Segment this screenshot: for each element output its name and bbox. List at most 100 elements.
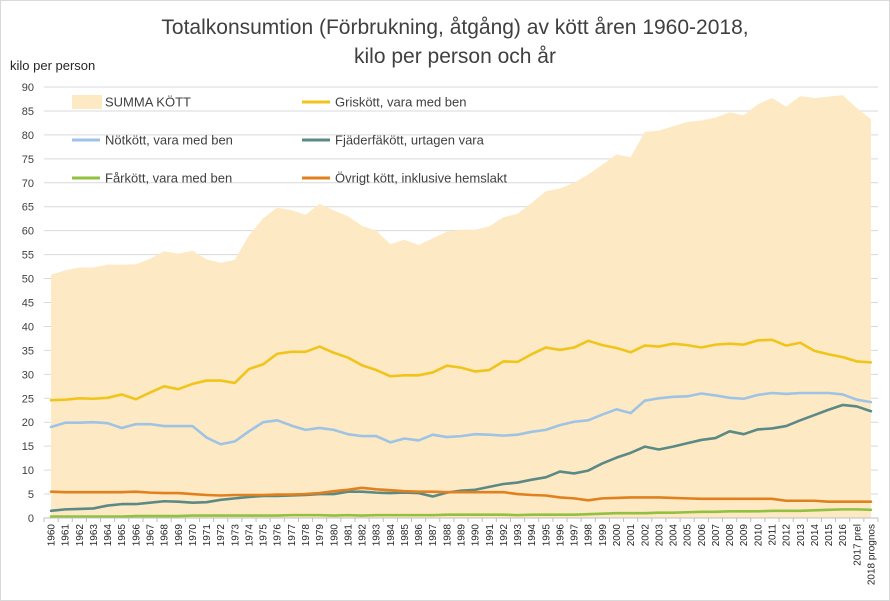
x-tick-label: 2001	[626, 524, 637, 547]
x-tick-label: 1997	[570, 524, 581, 547]
x-tick-label: 2015	[824, 524, 835, 547]
y-tick-label: 10	[22, 465, 34, 477]
x-tick-label: 1976	[273, 524, 284, 547]
x-tick-label: 1972	[216, 524, 227, 547]
x-tick-label: 2009	[739, 524, 750, 547]
y-tick-label: 60	[22, 226, 34, 238]
axes: 0 5 10 15 20 25 30 35 40 45 50 55 60 65 70 75 80 85 90 1960…	[22, 82, 879, 585]
y-axis-label: kilo per person	[10, 58, 95, 73]
x-tick-label: 1987	[428, 524, 439, 547]
x-tick-label: 1964	[103, 524, 114, 547]
legend-label: Griskött, vara med ben	[335, 95, 467, 110]
x-tick-label: 2011	[767, 524, 778, 546]
x-tick-label: 1968	[160, 524, 171, 547]
x-tick-label: 1971	[202, 524, 213, 547]
series-area-summa-kott	[51, 95, 871, 518]
x-tick-label: 1984	[386, 524, 397, 547]
x-tick-label: 2000	[612, 524, 623, 547]
x-tick-label: 2005	[683, 524, 694, 547]
y-tick-label: 45	[22, 298, 34, 310]
x-tick-label: 2018 prognos	[866, 524, 877, 585]
x-tick-label: 1988	[442, 524, 453, 547]
x-tick-label: 1993	[513, 524, 524, 547]
y-tick-label: 0	[28, 513, 34, 525]
y-tick-label: 15	[22, 441, 34, 453]
x-tick-label: 2007	[711, 524, 722, 547]
y-tick-label: 90	[22, 82, 34, 94]
x-tick-label: 1974	[244, 524, 255, 547]
x-tick-label: 1994	[527, 524, 538, 547]
legend-label: Fjäderfäkött, urtagen vara	[335, 133, 485, 148]
x-tick-label: 1996	[555, 524, 566, 547]
legend-item: Fjäderfäkött, urtagen vara	[302, 133, 485, 148]
x-tick-label: 1975	[259, 524, 270, 547]
legend-item: Fårkött, vara med ben	[72, 171, 232, 186]
x-tick-label: 1986	[414, 524, 425, 547]
x-tick-label: 1970	[188, 524, 199, 547]
x-tick-label: 2012	[782, 524, 793, 547]
series-line-4	[49, 508, 873, 518]
x-tick-label: 2010	[753, 524, 764, 547]
x-tick-label: 2017 prel	[852, 524, 863, 566]
y-tick-label: 5	[28, 489, 34, 501]
y-tick-label: 75	[22, 154, 34, 166]
y-tick-label: 50	[22, 274, 34, 286]
x-tick-label: 2003	[654, 524, 665, 547]
x-tick-label: 1995	[541, 524, 552, 547]
y-tick-label: 40	[22, 321, 34, 333]
legend-label: SUMMA KÖTT	[105, 95, 191, 110]
legend-label: Fårkött, vara med ben	[105, 171, 232, 186]
y-tick-label: 35	[22, 345, 34, 357]
legend-item: Nötkött, vara med ben	[72, 133, 233, 148]
series-line-5	[49, 486, 873, 504]
x-tick-label: 2014	[810, 524, 821, 547]
legend-item: Övrigt kött, inklusive hemslakt	[302, 171, 507, 186]
x-tick-label: 2008	[725, 524, 736, 547]
area-layer	[51, 95, 871, 518]
x-tick-label: 1980	[329, 524, 340, 547]
x-tick-label: 1963	[89, 524, 100, 547]
x-tick-label: 1960	[47, 524, 58, 547]
y-tick-label: 80	[22, 130, 34, 142]
x-tick-label: 2002	[640, 524, 651, 547]
chart-title: Totalkonsumtion (Förbrukning, åtgång) av…	[161, 16, 748, 39]
y-tick-label: 25	[22, 393, 34, 405]
x-tick-label: 1966	[131, 524, 142, 547]
y-tick-label: 85	[22, 106, 34, 118]
x-tick-label: 2006	[697, 524, 708, 547]
y-tick-label: 70	[22, 178, 34, 190]
x-tick-label: 1983	[372, 524, 383, 547]
y-tick-label: 55	[22, 250, 34, 262]
x-tick-label: 1990	[471, 524, 482, 547]
x-tick-label: 1999	[598, 524, 609, 547]
legend-label: Nötkött, vara med ben	[105, 133, 233, 148]
x-tick-label: 1965	[117, 524, 128, 547]
legend: SUMMA KÖTT Griskött, vara med ben Nötkött,…	[72, 95, 507, 186]
x-tick-label: 1998	[584, 524, 595, 547]
series-line-1	[49, 338, 873, 402]
x-tick-label: 1973	[230, 524, 241, 547]
x-tick-label: 1989	[457, 524, 468, 547]
x-tick-label: 1992	[499, 524, 510, 547]
legend-item: SUMMA KÖTT	[72, 95, 191, 110]
x-tick-label: 1985	[400, 524, 411, 547]
x-tick-label: 1977	[287, 524, 298, 547]
series-lines	[49, 338, 873, 518]
x-tick-label: 1981	[343, 524, 354, 547]
x-tick-label: 1969	[174, 524, 185, 547]
x-tick-label: 1961	[61, 524, 72, 547]
legend-swatch	[72, 95, 102, 109]
x-tick-label: 1962	[75, 524, 86, 547]
series-line-2	[49, 391, 873, 446]
x-tick-label: 2004	[669, 524, 680, 547]
series-line-3	[49, 403, 873, 513]
x-tick-label: 1978	[301, 524, 312, 547]
y-tick-label: 20	[22, 417, 34, 429]
y-tick-label: 30	[22, 369, 34, 381]
legend-item: Griskött, vara med ben	[302, 95, 467, 110]
x-tick-label: 2013	[796, 524, 807, 547]
x-tick-label: 1991	[485, 524, 496, 547]
x-tick-label: 1979	[315, 524, 326, 547]
legend-label: Övrigt kött, inklusive hemslakt	[335, 171, 507, 186]
